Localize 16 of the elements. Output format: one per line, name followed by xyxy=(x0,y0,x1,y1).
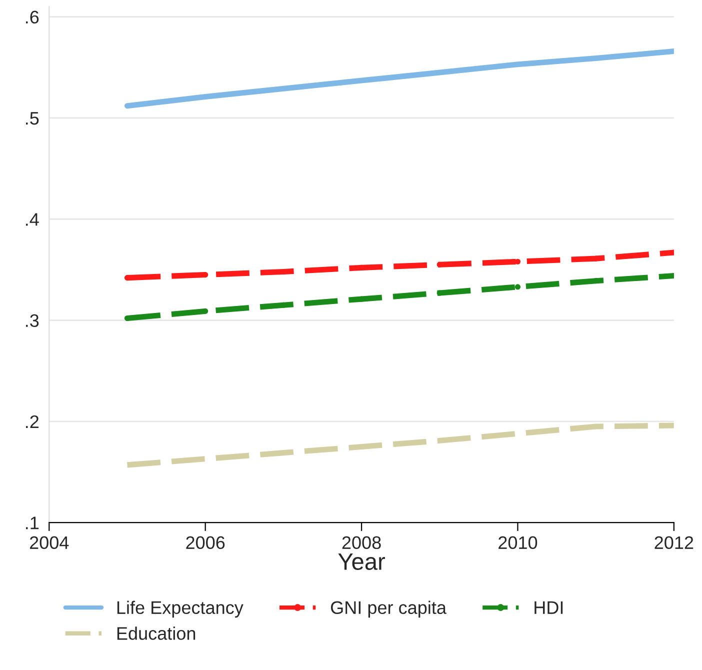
y-tick-label: .3 xyxy=(26,314,39,328)
y-tick-label: .5 xyxy=(26,112,39,125)
x-tick-label: 2008 xyxy=(342,536,381,550)
y-tick-label: .2 xyxy=(26,415,39,428)
x-tick-label: 2010 xyxy=(498,536,538,550)
x-tick-label: 2012 xyxy=(654,536,694,550)
y-tick-label: .1 xyxy=(26,516,39,530)
x-tick-label: 2006 xyxy=(186,536,225,550)
legend-label: GNI per capita xyxy=(330,600,446,618)
legend-label: HDI xyxy=(534,601,563,614)
y-tick-label: .6 xyxy=(26,10,39,24)
x-axis-title: Year xyxy=(338,553,385,570)
legend-label: Life Expectancy xyxy=(117,600,244,618)
legend-label: Education xyxy=(117,626,196,640)
x-tick-label: 2004 xyxy=(30,536,69,550)
y-tick-label: .4 xyxy=(26,213,39,226)
